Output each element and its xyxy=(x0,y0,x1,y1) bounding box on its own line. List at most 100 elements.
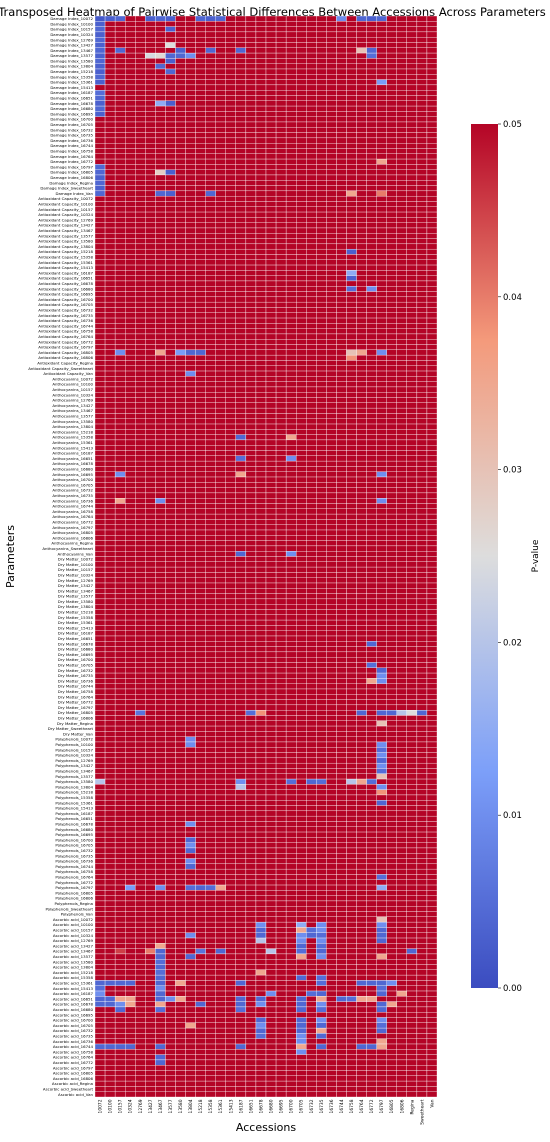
heatmap-cell xyxy=(416,678,428,684)
heatmap-cell xyxy=(225,386,236,393)
heatmap-cell xyxy=(165,47,176,54)
heatmap-cell xyxy=(346,195,357,202)
heatmap-cell xyxy=(376,211,387,218)
heatmap-cell xyxy=(265,524,277,531)
heatmap-cell xyxy=(145,609,156,615)
heatmap-cell xyxy=(366,503,377,509)
heatmap-cell xyxy=(215,598,226,605)
heatmap-cell xyxy=(145,492,156,499)
heatmap-cell xyxy=(225,26,236,33)
heatmap-cell xyxy=(356,105,367,112)
heatmap-cell xyxy=(225,572,236,578)
heatmap-cell xyxy=(366,121,377,128)
heatmap-cell xyxy=(215,646,226,653)
heatmap-cell xyxy=(326,201,337,207)
heatmap-cell xyxy=(306,731,317,737)
heatmap-cell xyxy=(296,694,307,700)
heatmap-cell xyxy=(416,593,428,600)
heatmap-cell xyxy=(346,254,357,260)
heatmap-cell xyxy=(426,572,438,578)
heatmap-cell xyxy=(285,296,297,303)
heatmap-cell xyxy=(275,492,287,499)
heatmap-cell xyxy=(125,354,136,361)
heatmap-cell xyxy=(336,524,347,531)
heatmap-cell xyxy=(386,747,397,753)
heatmap-cell xyxy=(336,720,347,727)
heatmap-cell xyxy=(175,699,186,706)
heatmap-cell xyxy=(265,333,277,340)
heatmap-cell xyxy=(215,503,226,509)
heatmap-cell xyxy=(104,397,116,404)
heatmap-cell xyxy=(265,42,277,48)
heatmap-cell xyxy=(346,15,357,22)
heatmap-cell xyxy=(336,286,347,292)
heatmap-cell xyxy=(265,413,277,419)
heatmap-cell xyxy=(285,725,297,732)
heatmap-cell xyxy=(336,370,347,377)
heatmap-cell xyxy=(386,275,397,282)
heatmap-cell xyxy=(316,270,327,276)
heatmap-cell xyxy=(225,121,236,128)
heatmap-cell xyxy=(215,508,226,515)
heatmap-cell xyxy=(285,688,297,695)
heatmap-cell xyxy=(336,111,347,117)
heatmap-cell xyxy=(94,52,106,59)
heatmap-cell xyxy=(104,683,116,690)
heatmap-cell xyxy=(296,593,307,600)
heatmap-cell xyxy=(396,789,407,796)
heatmap-cell xyxy=(245,370,257,377)
heatmap-cell xyxy=(125,63,136,70)
heatmap-cell xyxy=(316,487,327,494)
heatmap-cell xyxy=(396,688,407,695)
heatmap-cell xyxy=(426,238,438,245)
heatmap-cell xyxy=(265,741,277,748)
heatmap-cell xyxy=(416,243,428,250)
heatmap-cell xyxy=(316,704,327,711)
heatmap-cell xyxy=(245,762,257,769)
heatmap-cell xyxy=(376,402,387,409)
heatmap-cell xyxy=(376,752,387,759)
heatmap-cell xyxy=(155,37,166,43)
heatmap-cell xyxy=(326,508,337,515)
heatmap-cell xyxy=(386,248,397,255)
heatmap-cell xyxy=(235,731,247,737)
heatmap-cell xyxy=(135,365,146,372)
heatmap-cell xyxy=(175,74,186,80)
heatmap-cell xyxy=(94,678,106,684)
heatmap-cell xyxy=(426,47,438,54)
heatmap-cell xyxy=(356,185,367,192)
heatmap-cell xyxy=(275,614,287,621)
heatmap-cell xyxy=(215,354,226,361)
heatmap-cell xyxy=(366,259,377,266)
heatmap-cell xyxy=(114,582,126,589)
heatmap-cell xyxy=(225,344,236,351)
heatmap-cell xyxy=(285,487,297,494)
heatmap-cell xyxy=(366,333,377,340)
heatmap-cell xyxy=(104,598,116,605)
heatmap-cell xyxy=(346,630,357,637)
heatmap-cell xyxy=(296,678,307,684)
heatmap-cell xyxy=(396,26,407,33)
heatmap-cell xyxy=(165,476,176,483)
heatmap-cell xyxy=(396,747,407,753)
heatmap-cell xyxy=(195,561,206,568)
heatmap-cell xyxy=(296,503,307,509)
heatmap-cell xyxy=(225,381,236,388)
heatmap-cell xyxy=(165,301,176,308)
heatmap-cell xyxy=(114,466,126,472)
heatmap-cell xyxy=(336,487,347,494)
heatmap-cell xyxy=(326,614,337,621)
heatmap-cell xyxy=(114,768,126,774)
heatmap-cell xyxy=(245,556,257,562)
heatmap-cell xyxy=(104,227,116,234)
heatmap-cell xyxy=(205,164,216,170)
heatmap-cell xyxy=(356,349,367,356)
heatmap-cell xyxy=(416,482,428,488)
heatmap-cell xyxy=(366,625,377,631)
heatmap-cell xyxy=(225,286,236,292)
heatmap-cell xyxy=(114,354,126,361)
heatmap-cell xyxy=(255,15,267,22)
heatmap-cell xyxy=(396,360,407,366)
heatmap-cell xyxy=(265,238,277,245)
heatmap-cell xyxy=(205,609,216,615)
